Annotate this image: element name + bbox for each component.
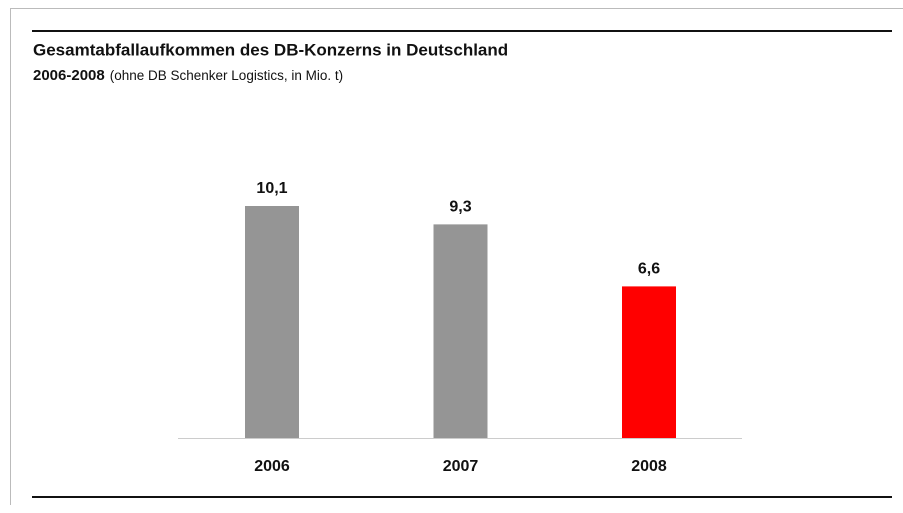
subtitle-years: 2006-2008: [33, 67, 105, 84]
bar: [622, 286, 676, 438]
subtitle-note: (ohne DB Schenker Logistics, in Mio. t): [110, 68, 343, 83]
value-label: 10,1: [256, 180, 287, 197]
value-label: 9,3: [449, 199, 471, 216]
x-tick-label: 2006: [254, 458, 290, 475]
bar: [433, 224, 488, 438]
x-tick-label: 2008: [631, 458, 667, 475]
value-label: 6,6: [638, 261, 660, 278]
chart-title: Gesamtabfallaufkommen des DB-Konzerns in…: [33, 40, 508, 59]
bar: [245, 206, 299, 438]
x-tick-label: 2007: [443, 458, 479, 475]
chart-subtitle: 2006-2008 (ohne DB Schenker Logistics, in…: [33, 67, 343, 84]
